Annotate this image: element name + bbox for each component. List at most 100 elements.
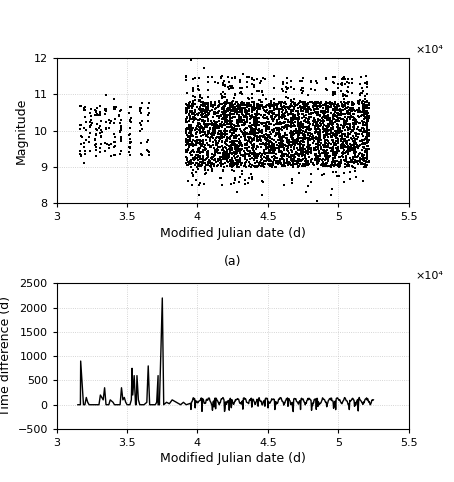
Point bbox=[294, 129, 301, 136]
Point bbox=[343, 87, 350, 95]
Point bbox=[277, 137, 284, 145]
Point bbox=[351, 118, 359, 125]
Point bbox=[284, 139, 291, 147]
Point bbox=[301, 135, 309, 143]
Point bbox=[91, 136, 99, 144]
Point bbox=[284, 80, 291, 87]
Point bbox=[342, 143, 349, 150]
Point bbox=[242, 141, 249, 149]
Point bbox=[207, 134, 214, 142]
Point bbox=[296, 113, 303, 121]
Point bbox=[331, 108, 338, 116]
Point bbox=[234, 107, 241, 114]
Point bbox=[346, 175, 353, 183]
Point bbox=[266, 108, 273, 116]
Point bbox=[340, 135, 347, 143]
Point bbox=[294, 115, 301, 122]
Point bbox=[203, 108, 210, 116]
Point bbox=[276, 129, 283, 136]
Point bbox=[266, 132, 273, 140]
Point bbox=[345, 148, 352, 156]
Point bbox=[258, 102, 266, 109]
Point bbox=[299, 155, 306, 163]
Point bbox=[270, 147, 277, 155]
Point bbox=[250, 161, 257, 169]
Point bbox=[185, 146, 192, 153]
Point bbox=[251, 98, 258, 106]
Point bbox=[331, 88, 339, 96]
Point bbox=[78, 102, 85, 109]
Point bbox=[331, 160, 339, 167]
Point bbox=[127, 143, 134, 151]
Point bbox=[260, 149, 267, 157]
Point bbox=[290, 145, 297, 153]
Point bbox=[291, 138, 298, 146]
Point bbox=[278, 153, 286, 161]
Point bbox=[351, 152, 358, 160]
Point bbox=[330, 147, 337, 154]
Point bbox=[189, 172, 197, 179]
Point bbox=[348, 89, 355, 97]
Point bbox=[227, 149, 234, 157]
Point bbox=[265, 119, 272, 126]
Point bbox=[363, 120, 370, 128]
Point bbox=[290, 114, 297, 121]
Point bbox=[276, 143, 283, 151]
Point bbox=[266, 102, 273, 110]
Point bbox=[258, 177, 266, 185]
Point bbox=[308, 98, 315, 106]
Point bbox=[257, 103, 264, 111]
Point bbox=[358, 112, 365, 120]
Point bbox=[197, 136, 204, 144]
Point bbox=[318, 98, 325, 106]
Point bbox=[232, 174, 239, 182]
Point bbox=[337, 137, 345, 145]
Point bbox=[215, 114, 222, 121]
Point bbox=[270, 99, 277, 107]
Point bbox=[340, 142, 347, 149]
Point bbox=[347, 169, 354, 176]
Point bbox=[213, 146, 220, 153]
Point bbox=[259, 98, 266, 106]
Point bbox=[228, 166, 235, 174]
Point bbox=[224, 128, 231, 135]
Point bbox=[365, 105, 373, 112]
Point bbox=[309, 99, 316, 107]
Point bbox=[220, 109, 227, 117]
Point bbox=[356, 108, 364, 116]
Point bbox=[221, 138, 228, 146]
Point bbox=[262, 140, 270, 148]
Point bbox=[266, 138, 273, 146]
Point bbox=[314, 121, 321, 129]
Point bbox=[235, 147, 242, 155]
Point bbox=[244, 103, 251, 110]
Point bbox=[365, 132, 372, 139]
Point bbox=[279, 98, 286, 106]
Point bbox=[253, 117, 261, 124]
Point bbox=[363, 136, 370, 144]
Point bbox=[287, 107, 294, 115]
Point bbox=[362, 128, 369, 135]
Point bbox=[301, 105, 309, 112]
Point bbox=[364, 137, 371, 145]
Point bbox=[331, 155, 338, 162]
Point bbox=[320, 162, 327, 170]
Point bbox=[196, 116, 203, 124]
Point bbox=[227, 162, 234, 170]
Point bbox=[200, 118, 207, 125]
Point bbox=[323, 152, 330, 160]
Point bbox=[259, 191, 266, 199]
Point bbox=[201, 123, 208, 131]
Point bbox=[329, 91, 336, 99]
Point bbox=[346, 159, 353, 166]
Point bbox=[278, 103, 286, 111]
Point bbox=[264, 115, 271, 123]
Point bbox=[202, 165, 209, 173]
Point bbox=[193, 137, 200, 145]
Point bbox=[363, 97, 370, 105]
Point bbox=[334, 137, 341, 145]
Point bbox=[183, 140, 190, 148]
Point bbox=[230, 125, 237, 133]
Point bbox=[291, 140, 298, 148]
Point bbox=[189, 159, 197, 166]
